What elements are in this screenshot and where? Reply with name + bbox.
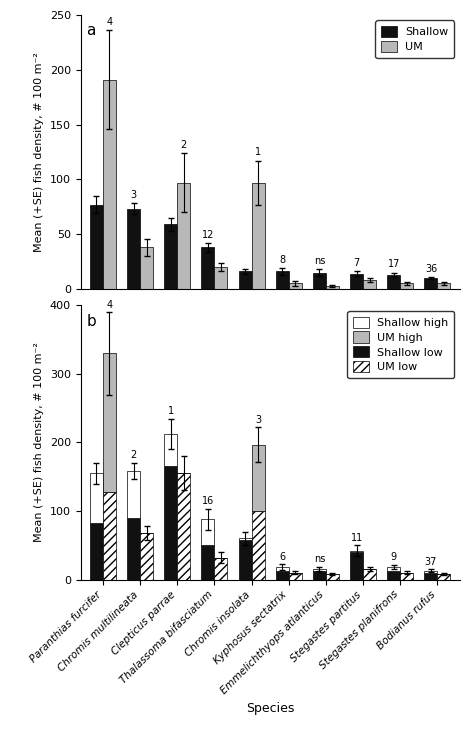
Bar xyxy=(164,434,177,467)
Bar xyxy=(214,557,228,580)
Bar xyxy=(313,571,326,580)
Bar xyxy=(164,467,177,580)
Bar xyxy=(326,574,339,580)
Bar xyxy=(201,545,214,580)
Bar xyxy=(350,552,363,580)
Bar xyxy=(363,568,376,580)
Bar xyxy=(289,573,302,580)
Bar xyxy=(276,567,289,571)
Bar xyxy=(424,573,438,580)
Text: 3: 3 xyxy=(130,190,137,200)
Y-axis label: Mean (+SE) fish density, # 100 m⁻²: Mean (+SE) fish density, # 100 m⁻² xyxy=(34,52,44,252)
Legend: Shallow high, UM high, Shallow low, UM low: Shallow high, UM high, Shallow low, UM l… xyxy=(347,311,454,378)
Text: 2: 2 xyxy=(181,140,187,150)
Bar xyxy=(90,473,103,523)
Bar xyxy=(350,551,363,552)
Bar xyxy=(438,284,450,289)
Bar xyxy=(238,540,252,580)
Bar xyxy=(103,80,116,289)
Bar xyxy=(252,511,264,580)
Bar xyxy=(401,284,413,289)
Legend: Shallow, UM: Shallow, UM xyxy=(375,20,454,58)
Text: 3: 3 xyxy=(255,415,261,425)
Text: 17: 17 xyxy=(388,259,400,269)
Text: 6: 6 xyxy=(279,552,285,562)
Bar xyxy=(90,523,103,580)
Bar xyxy=(350,273,363,289)
Bar xyxy=(438,574,450,580)
Bar xyxy=(140,247,153,289)
Bar xyxy=(326,286,339,289)
Bar xyxy=(313,569,326,571)
Bar xyxy=(363,280,376,289)
Text: 2: 2 xyxy=(130,450,137,461)
Bar xyxy=(424,278,438,289)
Text: 11: 11 xyxy=(350,533,363,542)
Bar xyxy=(276,271,289,289)
Bar xyxy=(90,204,103,289)
Bar xyxy=(276,571,289,580)
Text: 1: 1 xyxy=(255,147,261,158)
Bar xyxy=(164,224,177,289)
Bar xyxy=(424,571,438,573)
Text: 1: 1 xyxy=(168,406,174,416)
Y-axis label: Mean (+SE) fish density, # 100 m⁻²: Mean (+SE) fish density, # 100 m⁻² xyxy=(34,343,44,542)
Text: ns: ns xyxy=(314,256,325,266)
Bar xyxy=(127,471,140,518)
Text: ns: ns xyxy=(314,554,325,565)
Bar xyxy=(252,444,264,511)
Bar xyxy=(127,209,140,289)
Bar xyxy=(401,573,413,580)
Bar xyxy=(387,275,401,289)
Text: 4: 4 xyxy=(106,17,112,27)
Bar xyxy=(103,492,116,580)
Bar xyxy=(140,533,153,580)
Bar xyxy=(289,284,302,289)
Text: 12: 12 xyxy=(202,230,214,240)
Bar xyxy=(201,247,214,289)
Bar xyxy=(238,539,252,540)
Text: 7: 7 xyxy=(354,258,360,268)
Bar xyxy=(387,571,401,580)
Text: 8: 8 xyxy=(279,255,285,265)
Bar xyxy=(252,183,264,289)
Text: 37: 37 xyxy=(425,557,437,566)
Bar xyxy=(387,567,401,571)
Text: 36: 36 xyxy=(425,264,437,273)
Bar xyxy=(103,354,116,492)
Bar xyxy=(127,518,140,580)
Bar xyxy=(177,473,190,580)
Bar xyxy=(214,267,228,289)
Bar xyxy=(313,273,326,289)
Bar xyxy=(238,271,252,289)
Text: 4: 4 xyxy=(106,299,112,310)
Text: a: a xyxy=(86,23,96,38)
Text: 9: 9 xyxy=(391,552,397,562)
Text: 16: 16 xyxy=(202,496,214,506)
Text: b: b xyxy=(86,314,96,328)
Bar xyxy=(201,519,214,545)
Bar xyxy=(177,183,190,289)
X-axis label: Species: Species xyxy=(246,701,294,715)
